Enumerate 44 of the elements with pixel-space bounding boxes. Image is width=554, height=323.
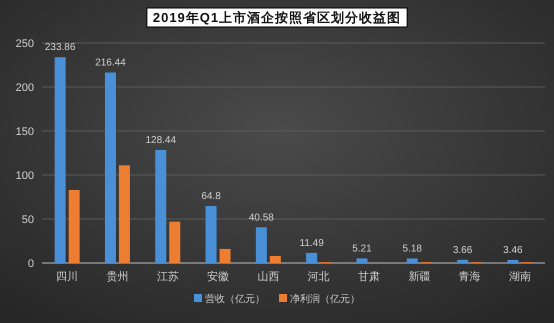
data-label: 3.66: [452, 244, 473, 256]
bar: [169, 222, 180, 263]
data-label: 5.18: [402, 243, 422, 254]
data-label: 216.44: [95, 58, 126, 69]
data-label: 128.44: [145, 134, 176, 146]
x-tick-label: 湖南: [508, 270, 531, 283]
bar: [155, 150, 166, 263]
data-label: 5.21: [352, 243, 372, 254]
chart-title: 2019年Q1上市酒企按照省区划分收益图: [152, 10, 402, 25]
y-tick-label: 0: [28, 258, 34, 270]
legend-label: 营收（亿元）: [205, 293, 265, 305]
y-tick-label: 200: [16, 82, 34, 94]
bar: [206, 206, 217, 263]
y-tick-label: 100: [16, 170, 34, 182]
bar: [507, 260, 518, 263]
bar: [118, 165, 130, 263]
bar: [220, 248, 231, 263]
bar: [54, 57, 66, 263]
x-tick-label: 四川: [56, 270, 78, 283]
bar: [306, 252, 318, 263]
x-tick-label: 贵州: [106, 270, 128, 283]
y-tick-label: 250: [16, 38, 34, 50]
bar: [270, 256, 281, 263]
x-tick-label: 山西: [257, 270, 280, 283]
legend-label: 净利润（亿元）: [290, 293, 360, 305]
data-label: 11.49: [300, 238, 324, 249]
x-tick-label: 河北: [308, 270, 330, 283]
data-label: 233.86: [44, 42, 76, 54]
x-tick-label: 江苏: [156, 270, 179, 283]
bar: [256, 227, 267, 263]
data-label: 64.8: [201, 190, 222, 202]
data-label: 3.46: [503, 244, 524, 256]
x-tick-label: 青海: [458, 270, 481, 283]
x-tick-label: 甘肃: [358, 270, 380, 283]
x-tick-label: 新疆: [408, 270, 430, 283]
bar: [68, 190, 80, 263]
bar: [356, 258, 368, 263]
data-label: 40.58: [248, 212, 274, 224]
bar: [104, 72, 116, 263]
y-tick-label: 50: [22, 214, 34, 226]
y-tick-label: 150: [16, 126, 34, 138]
x-tick-label: 安徽: [207, 270, 230, 283]
bar: [406, 258, 418, 263]
bar: [457, 260, 468, 263]
